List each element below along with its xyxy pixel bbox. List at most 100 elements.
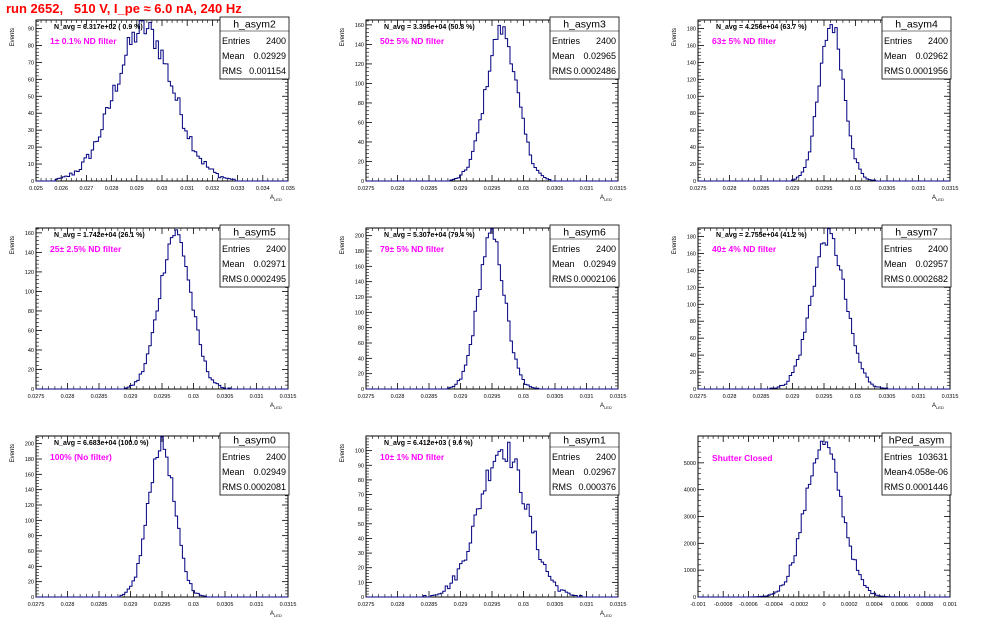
x-axis-title-subscript: LED	[604, 613, 612, 618]
x-axis-title-subscript: LED	[936, 197, 944, 202]
x-tick-label: 0.028	[391, 186, 405, 192]
y-tick-label: 1000	[684, 568, 696, 574]
x-tick-label: 0.029	[124, 394, 138, 400]
stats-value-rms: 0.0002495	[243, 274, 286, 284]
x-tick-label: 0.03	[850, 186, 861, 192]
x-axis-title-subscript: LED	[274, 405, 282, 410]
stats-value-rms: 0.0001956	[905, 66, 948, 76]
stats-key-mean: Mean	[884, 467, 907, 477]
stats-value-rms: 0.001154	[249, 66, 286, 76]
stats-value-entries: 2400	[266, 452, 286, 462]
y-tick-label: 160	[25, 472, 34, 478]
filter-annotation: 40± 4% ND filter	[712, 244, 777, 254]
n-avg-label: N_avg = 6.412e+03 ( 9.6 %)	[384, 440, 473, 447]
x-tick-label: -0.0004	[764, 602, 783, 608]
y-tick-label: 0	[31, 595, 34, 601]
filter-annotation: 25± 2.5% ND filter	[50, 244, 122, 254]
y-tick-label: 40	[690, 353, 696, 359]
y-tick-label: 20	[358, 159, 364, 165]
y-tick-label: 20	[690, 162, 696, 168]
x-tick-label: -0.0008	[714, 602, 733, 608]
x-tick-label: 0.0004	[866, 602, 883, 608]
x-tick-label: 0.034	[256, 186, 270, 192]
x-tick-label: 0.0315	[610, 186, 627, 192]
x-tick-label: 0.0008	[916, 602, 933, 608]
y-tick-label: 60	[28, 77, 34, 83]
histogram-series	[698, 228, 950, 390]
x-axis-title-subscript: LED	[604, 405, 612, 410]
x-tick-label: 0.035	[281, 186, 295, 192]
y-tick-label: 80	[28, 534, 34, 540]
x-tick-label: 0.033	[231, 186, 245, 192]
x-tick-label: 0.0275	[358, 602, 375, 608]
y-tick-label: 160	[687, 43, 696, 49]
stats-box	[549, 16, 620, 80]
histogram-panel-h_asym4: 0.0275 0.028 0.0285 0.029 0.0295 0.03 0.0305 0.…	[672, 16, 958, 202]
x-tick-label: 0.03	[518, 394, 529, 400]
y-tick-label: 80	[358, 478, 364, 484]
y-tick-label: 5000	[684, 461, 696, 467]
stats-key-mean: Mean	[222, 51, 245, 61]
stats-value-entries: 2400	[596, 36, 616, 46]
x-tick-label: 0.0285	[753, 394, 770, 400]
y-tick-label: 140	[355, 42, 364, 48]
x-tick-label: 0.0285	[91, 602, 108, 608]
stats-box	[219, 16, 290, 80]
filter-annotation: Shutter Closed	[712, 453, 772, 463]
stats-value-mean: -4.058e-06	[904, 467, 948, 477]
x-tick-label: 0.0285	[753, 186, 770, 192]
stats-title: h_asym2	[233, 19, 276, 31]
y-tick-label: 20	[690, 370, 696, 376]
stats-value-entries: 2400	[266, 244, 286, 254]
x-tick-label: 0.0295	[816, 186, 833, 192]
y-tick-label: 140	[687, 268, 696, 274]
x-tick-label: 0.0315	[942, 394, 959, 400]
y-tick-label: 20	[358, 566, 364, 572]
stats-key-entries: Entries	[552, 244, 581, 254]
x-tick-label: 0.0285	[91, 394, 108, 400]
n-avg-label: N_avg = 6.317e+02 ( 0.9 %)	[54, 24, 143, 31]
y-tick-label: 70	[358, 493, 364, 499]
y-axis-title: Events	[340, 28, 346, 46]
y-tick-label: 60	[28, 328, 34, 334]
y-tick-label: 40	[28, 348, 34, 354]
stats-box	[219, 432, 290, 496]
y-tick-label: 0	[31, 179, 34, 185]
x-tick-label: 0.0275	[358, 186, 375, 192]
stats-value-entries: 2400	[596, 452, 616, 462]
stats-title: h_asym6	[563, 227, 606, 239]
y-tick-label: 160	[687, 251, 696, 257]
stats-key-rms: RMS	[552, 274, 572, 284]
filter-annotation: 10± 1% ND filter	[380, 452, 445, 462]
x-tick-label: 0.0295	[484, 602, 501, 608]
y-tick-label: 40	[358, 536, 364, 542]
stats-title: h_asym5	[233, 227, 276, 239]
stats-key-entries: Entries	[552, 452, 581, 462]
x-tick-label: 0.0275	[690, 394, 707, 400]
y-tick-label: 0	[693, 387, 696, 393]
y-tick-label: 40	[358, 140, 364, 146]
stats-key-rms: RMS	[222, 66, 242, 76]
x-tick-label: 0.0305	[217, 394, 234, 400]
y-tick-label: 100	[355, 81, 364, 87]
stats-key-rms: RMS	[222, 482, 242, 492]
x-axis-title-subscript: LED	[274, 197, 282, 202]
stats-key-rms: RMS	[222, 274, 242, 284]
x-tick-label: 0.03	[188, 602, 199, 608]
y-tick-label: 0	[693, 595, 696, 601]
histogram-series	[36, 229, 288, 390]
stats-value-mean: 0.02949	[583, 259, 616, 269]
x-tick-label: 0.031	[180, 186, 194, 192]
y-tick-label: 140	[687, 60, 696, 66]
stats-key-entries: Entries	[884, 36, 913, 46]
x-tick-label: 0.031	[912, 394, 926, 400]
x-tick-label: 0.027	[80, 186, 94, 192]
y-tick-label: 60	[690, 128, 696, 134]
x-tick-label: 0.028	[391, 394, 405, 400]
y-axis-title: Events	[10, 444, 16, 462]
y-tick-label: 120	[25, 503, 34, 509]
y-tick-label: 160	[25, 231, 34, 237]
filter-annotation: 63± 5% ND filter	[712, 36, 777, 46]
x-tick-label: 0.028	[105, 186, 119, 192]
page-title: run 2652, 510 V, I_pe ≈ 6.0 nA, 240 Hz	[6, 1, 242, 16]
